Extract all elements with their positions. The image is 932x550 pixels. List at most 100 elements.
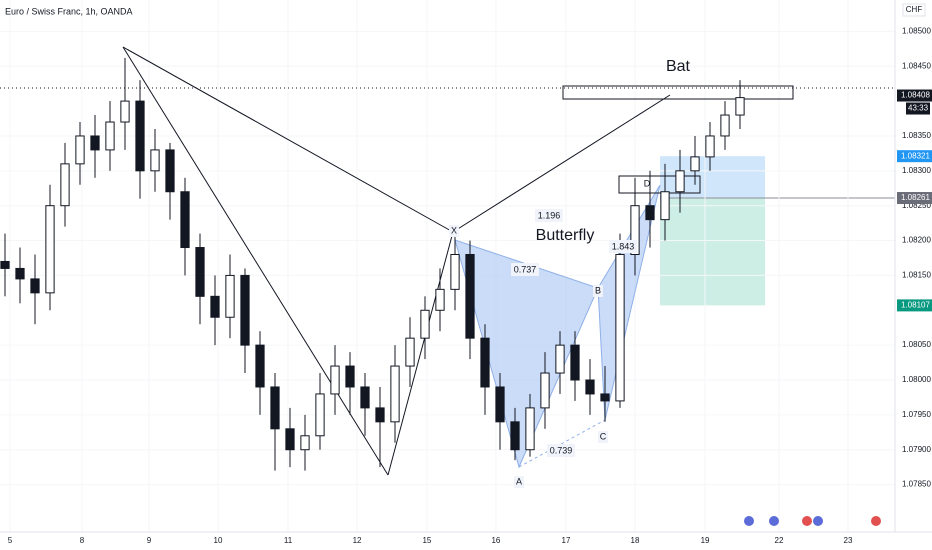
y-tick-label: 1.08250 bbox=[902, 201, 931, 210]
bat-line bbox=[387, 231, 454, 476]
bat-zone bbox=[562, 85, 794, 100]
event-icon[interactable] bbox=[769, 516, 779, 526]
candle-body bbox=[345, 365, 355, 388]
event-icon[interactable] bbox=[802, 516, 812, 526]
candle-body bbox=[180, 191, 190, 249]
price-label-bg bbox=[897, 299, 932, 312]
price-label: 1.08107 bbox=[901, 301, 930, 310]
y-tick-label: 1.08050 bbox=[902, 340, 931, 349]
candle-body bbox=[720, 114, 730, 137]
candles bbox=[0, 57, 745, 471]
bat-line bbox=[122, 46, 454, 233]
countdown-bg bbox=[906, 102, 930, 115]
y-tick-label: 1.07850 bbox=[902, 480, 931, 489]
y-tick-label: 1.08150 bbox=[902, 271, 931, 280]
x-tick-label: 11 bbox=[284, 536, 293, 545]
event-icon[interactable] bbox=[744, 516, 754, 526]
price-label-bg bbox=[897, 89, 932, 102]
price-label-bg bbox=[897, 192, 932, 205]
candle-body bbox=[525, 407, 535, 451]
candle-body bbox=[495, 386, 505, 423]
x-tick-label: 19 bbox=[701, 536, 710, 545]
candle-body bbox=[615, 253, 625, 402]
price-label-bg bbox=[897, 150, 932, 163]
candle-body bbox=[0, 260, 10, 269]
candle-body bbox=[330, 365, 340, 395]
candle-body bbox=[630, 205, 640, 255]
ratio-label: 0.737 bbox=[514, 264, 537, 274]
price-label: 1.08261 bbox=[901, 193, 930, 202]
candle-body bbox=[105, 121, 115, 151]
currency: CHF bbox=[906, 5, 923, 14]
x-tick-label: 5 bbox=[8, 536, 13, 545]
candle-body bbox=[315, 393, 325, 437]
candle-body bbox=[285, 428, 295, 451]
annotation: Bat bbox=[666, 58, 691, 75]
patterns bbox=[122, 46, 794, 476]
x-tick-label: 15 bbox=[422, 536, 431, 545]
point-label: B bbox=[595, 285, 601, 295]
ratio-line bbox=[518, 419, 606, 468]
position-tool bbox=[660, 156, 895, 306]
candle-body bbox=[210, 295, 220, 318]
candle-body bbox=[165, 149, 175, 193]
ratio-label: 0.739 bbox=[550, 445, 573, 455]
point-label: C bbox=[600, 431, 607, 441]
x-tick-label: 22 bbox=[775, 536, 784, 545]
bat-line bbox=[452, 94, 671, 233]
candle-body bbox=[690, 156, 700, 172]
y-tick-label: 1.07950 bbox=[902, 410, 931, 419]
candle-body bbox=[705, 135, 715, 158]
candle-body bbox=[480, 337, 490, 388]
x-tick-label: 8 bbox=[80, 536, 85, 545]
label-bg bbox=[609, 240, 637, 253]
candle-body bbox=[360, 386, 370, 409]
ratio-label: 1.196 bbox=[538, 210, 561, 220]
candle-body bbox=[15, 267, 25, 280]
x-tick-label: 12 bbox=[353, 536, 362, 545]
event-icon[interactable] bbox=[813, 516, 823, 526]
candle-body bbox=[435, 288, 445, 311]
candle-body bbox=[555, 344, 565, 374]
candle-body bbox=[675, 170, 685, 193]
label-bg bbox=[593, 285, 603, 297]
candle-body bbox=[255, 344, 265, 388]
label-bg bbox=[449, 225, 459, 237]
label-bg bbox=[547, 444, 575, 457]
label-bg bbox=[535, 209, 563, 222]
candle-body bbox=[270, 386, 280, 430]
candle-body bbox=[135, 100, 145, 172]
y-tick-label: 1.08000 bbox=[902, 375, 931, 384]
butterfly-bcd bbox=[597, 184, 661, 421]
label-bg bbox=[511, 263, 539, 276]
candle-body bbox=[600, 393, 610, 402]
candle-body bbox=[195, 247, 205, 297]
ratio-label: 1.843 bbox=[612, 241, 635, 251]
y-tick-label: 1.08450 bbox=[902, 61, 931, 70]
price-label: 1.08408 bbox=[901, 91, 930, 100]
chart-title: Euro / Swiss Franc, 1h, OANDA bbox=[5, 6, 133, 16]
butterfly-zone bbox=[618, 175, 701, 194]
bat-line bbox=[122, 46, 389, 476]
candle-body bbox=[510, 421, 520, 451]
candle-body bbox=[90, 135, 100, 151]
annotation: Butterfly bbox=[536, 227, 595, 244]
candle-body bbox=[735, 97, 745, 116]
y-tick-label: 1.07900 bbox=[902, 445, 931, 454]
candle-body bbox=[420, 309, 430, 339]
candle-body bbox=[405, 337, 415, 367]
candle-body bbox=[390, 365, 400, 423]
candle-body bbox=[540, 372, 550, 409]
candle-body bbox=[300, 435, 310, 451]
candle-body bbox=[60, 163, 70, 207]
x-tick-label: 16 bbox=[491, 536, 500, 545]
events bbox=[744, 516, 881, 526]
event-icon[interactable] bbox=[871, 516, 881, 526]
candle-body bbox=[240, 274, 250, 346]
candle-body bbox=[570, 344, 580, 381]
candle-body bbox=[120, 100, 130, 123]
y-tick-label: 1.08200 bbox=[902, 236, 931, 245]
candle-body bbox=[585, 379, 595, 395]
